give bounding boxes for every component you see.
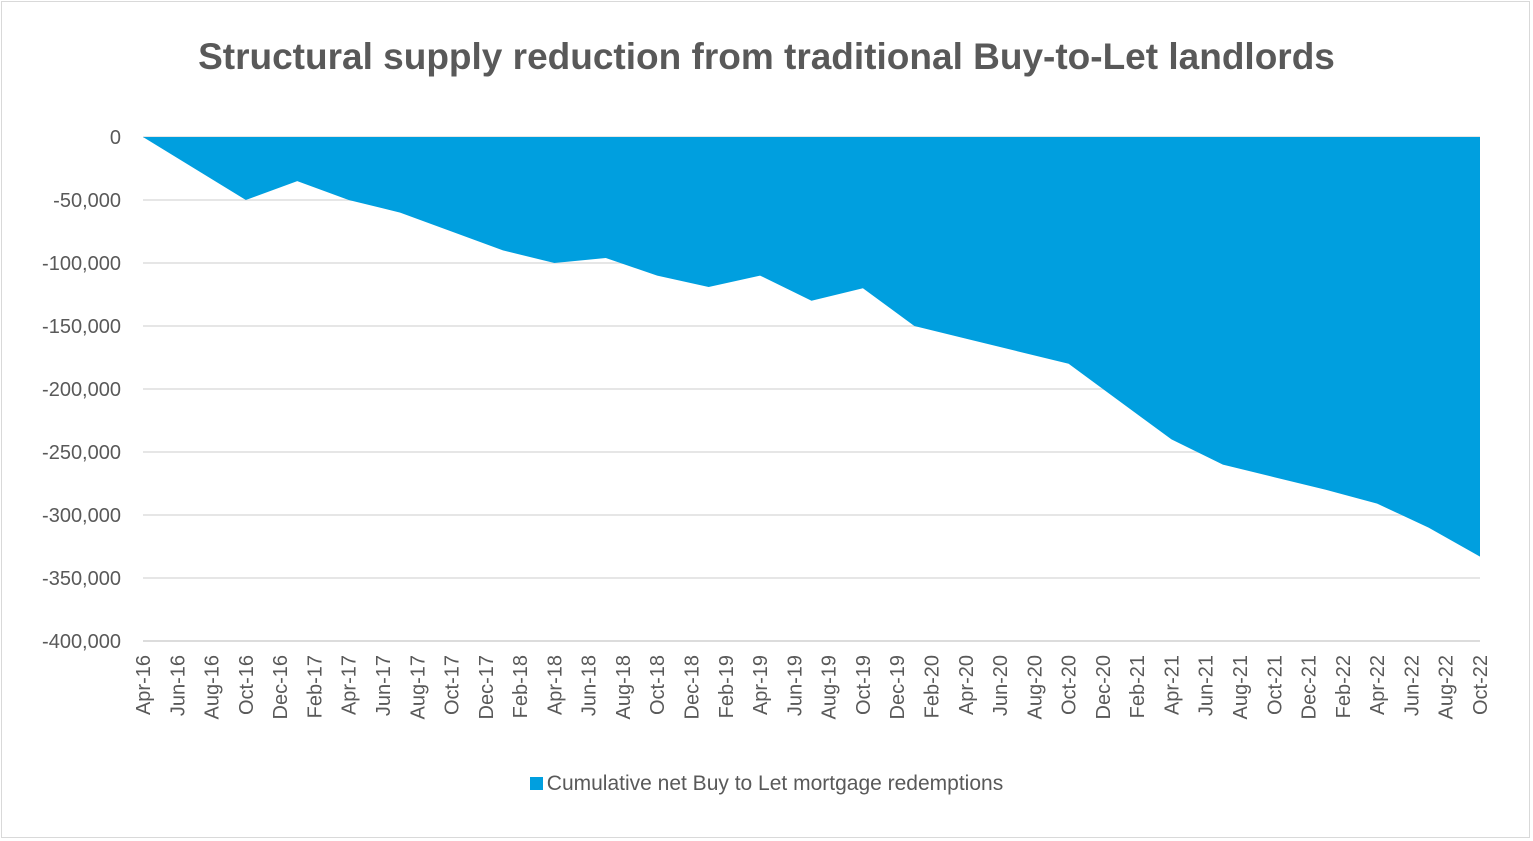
x-tick-label: Apr-18	[544, 655, 566, 715]
y-tick-label: -250,000	[42, 442, 121, 464]
x-tick-label: Dec-16	[270, 655, 292, 719]
legend: Cumulative net Buy to Let mortgage redem…	[0, 772, 1533, 796]
y-tick-label: 0	[110, 127, 121, 149]
x-tick-label: Jun-17	[373, 655, 395, 716]
x-tick-label: Feb-21	[1127, 655, 1149, 718]
y-tick-label: -350,000	[42, 568, 121, 590]
x-tick-label: Apr-19	[750, 655, 772, 715]
x-tick-label: Feb-20	[921, 655, 943, 718]
x-tick-label: Apr-16	[133, 655, 155, 715]
x-tick-label: Aug-21	[1230, 655, 1252, 720]
x-tick-label: Oct-16	[236, 655, 258, 715]
y-tick-label: -150,000	[42, 316, 121, 338]
y-tick-label: -100,000	[42, 253, 121, 275]
x-tick-label: Dec-20	[1093, 655, 1115, 719]
x-tick-label: Feb-19	[716, 655, 738, 718]
x-tick-label: Oct-21	[1264, 655, 1286, 715]
x-tick-label: Jun-18	[579, 655, 601, 716]
series-area-cumulative-redemptions	[143, 137, 1480, 557]
x-tick-label: Dec-19	[887, 655, 909, 719]
legend-swatch	[529, 777, 543, 790]
x-tick-label: Feb-17	[304, 655, 326, 718]
x-tick-label: Dec-17	[476, 655, 498, 719]
x-tick-label: Oct-18	[647, 655, 669, 715]
x-tick-label: Aug-19	[819, 655, 841, 720]
x-tick-label: Jun-20	[990, 655, 1012, 716]
x-tick-label: Apr-21	[1161, 655, 1183, 715]
x-tick-label: Aug-17	[407, 655, 429, 720]
x-tick-label: Apr-22	[1367, 655, 1389, 715]
x-tick-label: Apr-20	[956, 655, 978, 715]
x-tick-label: Jun-21	[1196, 655, 1218, 716]
legend-label: Cumulative net Buy to Let mortgage redem…	[546, 772, 1004, 795]
x-tick-label: Aug-20	[1024, 655, 1046, 720]
x-tick-label: Aug-18	[613, 655, 635, 720]
x-tick-label: Oct-19	[853, 655, 875, 715]
x-tick-label: Jun-16	[167, 655, 189, 716]
x-tick-label: Oct-22	[1470, 655, 1492, 715]
y-tick-label: -400,000	[42, 631, 121, 653]
x-tick-label: Apr-17	[339, 655, 361, 715]
x-tick-label: Feb-22	[1333, 655, 1355, 718]
chart-title: Structural supply reduction from traditi…	[198, 36, 1335, 77]
y-tick-label: -300,000	[42, 505, 121, 527]
x-tick-label: Oct-20	[1059, 655, 1081, 715]
y-tick-label: -200,000	[42, 379, 121, 401]
y-tick-label: -50,000	[53, 190, 121, 212]
x-tick-label: Oct-17	[442, 655, 464, 715]
x-tick-label: Aug-22	[1436, 655, 1458, 720]
x-tick-label: Dec-21	[1299, 655, 1321, 719]
x-tick-label: Jun-19	[784, 655, 806, 716]
x-tick-label: Dec-18	[682, 655, 704, 719]
x-tick-label: Aug-16	[202, 655, 224, 720]
x-tick-label: Feb-18	[510, 655, 532, 718]
x-tick-label: Jun-22	[1401, 655, 1423, 716]
